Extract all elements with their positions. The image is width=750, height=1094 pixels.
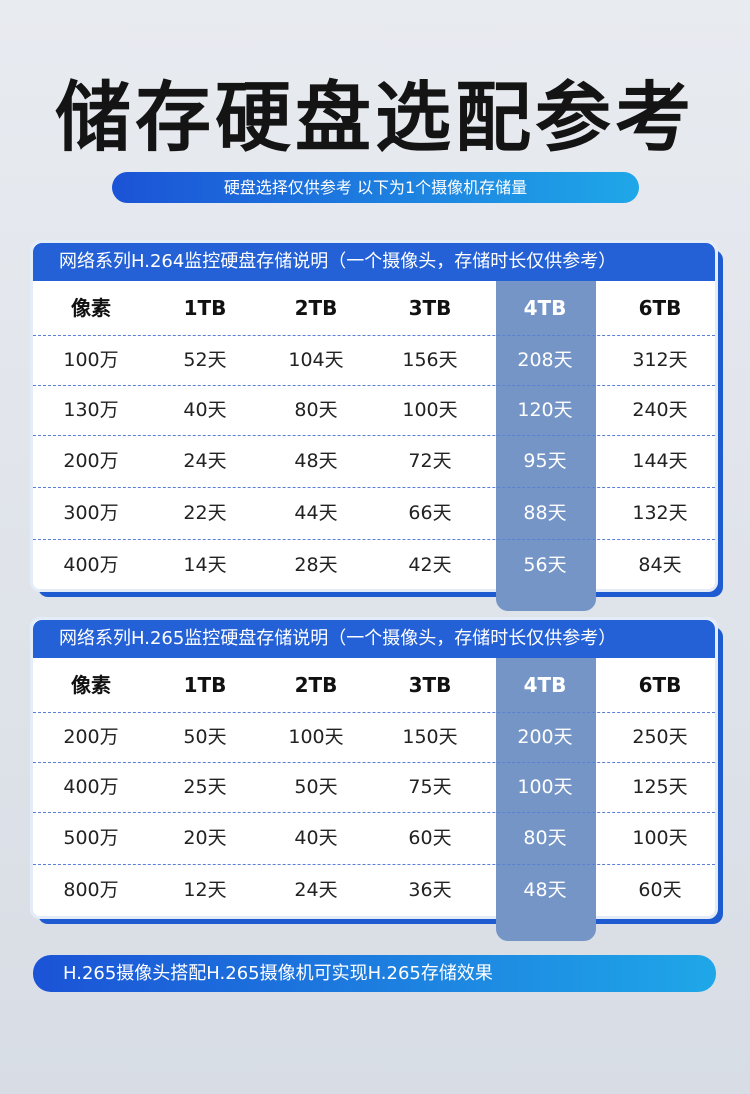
table-header-h265: 网络系列H.265监控硬盘存储说明（一个摄像头，存储时长仅供参考） [33, 620, 715, 658]
table-cell: 25天 [183, 776, 227, 798]
table-cell: 400万 [63, 554, 119, 576]
table-row: 800万 12天 24天 36天 48天 60天 [33, 864, 715, 916]
table-cell: 24天 [294, 879, 338, 901]
table-cell: 88天 [523, 502, 567, 524]
table-cell: 200万 [63, 450, 119, 472]
storage-table-h265: 网络系列H.265监控硬盘存储说明（一个摄像头，存储时长仅供参考） 像素 1TB 2… [30, 617, 718, 941]
table-cell: 240天 [632, 399, 688, 421]
column-header: 像素 [71, 673, 111, 697]
table-cell: 56天 [523, 554, 567, 576]
table-row: 400万 14天 28天 42天 56天 84天 [33, 539, 715, 591]
table-cell: 22天 [183, 502, 227, 524]
table-cell: 130万 [63, 399, 119, 421]
table-header-h264: 网络系列H.264监控硬盘存储说明（一个摄像头，存储时长仅供参考） [33, 243, 715, 281]
page-title: 储存硬盘选配参考 [55, 73, 695, 162]
table-cell: 40天 [183, 399, 227, 421]
table-cell: 14天 [183, 554, 227, 576]
table-cell: 200天 [517, 726, 573, 748]
table-cell: 150天 [402, 726, 458, 748]
table-cell: 300万 [63, 502, 119, 524]
table-cell: 42天 [408, 554, 452, 576]
column-header: 像素 [71, 296, 111, 320]
table-row: 300万 22天 44天 66天 88天 132天 [33, 487, 715, 540]
table-cell: 40天 [294, 827, 338, 849]
table-cell: 50天 [294, 776, 338, 798]
table-cell: 400万 [63, 776, 119, 798]
table-row: 400万 25天 50天 75天 100天 125天 [33, 762, 715, 813]
table-cell: 24天 [183, 450, 227, 472]
table-cell: 156天 [402, 349, 458, 371]
table-cell: 60天 [408, 827, 452, 849]
table-header-row: 像素 1TB 2TB 3TB 4TB 6TB [33, 281, 715, 336]
table-cell: 100天 [288, 726, 344, 748]
table-cell: 12天 [183, 879, 227, 901]
table-cell: 52天 [183, 349, 227, 371]
table-cell: 75天 [408, 776, 452, 798]
table-cell: 80天 [294, 399, 338, 421]
table-cell: 132天 [632, 502, 688, 524]
table-cell: 60天 [638, 879, 682, 901]
table-row: 200万 24天 48天 72天 95天 144天 [33, 435, 715, 488]
column-header: 3TB [408, 673, 452, 697]
table-cell: 100天 [517, 776, 573, 798]
table-cell: 800万 [63, 879, 119, 901]
table-cell: 500万 [63, 827, 119, 849]
table-cell: 84天 [638, 554, 682, 576]
table-header-row: 像素 1TB 2TB 3TB 4TB 6TB [33, 658, 715, 713]
table-cell: 144天 [632, 450, 688, 472]
table-row: 100万 52天 104天 156天 208天 312天 [33, 335, 715, 386]
table-cell: 28天 [294, 554, 338, 576]
storage-table-h264: 网络系列H.264监控硬盘存储说明（一个摄像头，存储时长仅供参考） 像素 1TB 2… [30, 240, 718, 611]
table-cell: 200万 [63, 726, 119, 748]
column-header: 3TB [408, 296, 452, 320]
column-header: 2TB [294, 296, 338, 320]
table-cell: 312天 [632, 349, 688, 371]
table-row: 500万 20天 40天 60天 80天 100天 [33, 812, 715, 865]
subtitle-banner: 硬盘选择仅供参考 以下为1个摄像机存储量 [112, 172, 639, 203]
table-cell: 208天 [517, 349, 573, 371]
table-cell: 250天 [632, 726, 688, 748]
column-header: 1TB [183, 296, 227, 320]
table-cell: 104天 [288, 349, 344, 371]
table-cell: 125天 [632, 776, 688, 798]
table-cell: 80天 [523, 827, 567, 849]
table-cell: 50天 [183, 726, 227, 748]
column-header: 6TB [638, 296, 682, 320]
table-cell: 36天 [408, 879, 452, 901]
column-header: 4TB [523, 673, 567, 697]
table-row: 130万 40天 80天 100天 120天 240天 [33, 385, 715, 436]
column-header: 6TB [638, 673, 682, 697]
table-cell: 100天 [632, 827, 688, 849]
highlight-column-4tb [496, 658, 596, 941]
table-cell: 20天 [183, 827, 227, 849]
table-cell: 66天 [408, 502, 452, 524]
table-cell: 44天 [294, 502, 338, 524]
table-cell: 48天 [294, 450, 338, 472]
table-cell: 72天 [408, 450, 452, 472]
column-header: 2TB [294, 673, 338, 697]
column-header: 4TB [523, 296, 567, 320]
column-header: 1TB [183, 673, 227, 697]
table-row: 200万 50天 100天 150天 200天 250天 [33, 712, 715, 763]
highlight-column-4tb [496, 281, 596, 611]
table-cell: 100天 [402, 399, 458, 421]
footer-banner: H.265摄像头搭配H.265摄像机可实现H.265存储效果 [33, 955, 716, 992]
table-cell: 95天 [523, 450, 567, 472]
table-cell: 100万 [63, 349, 119, 371]
table-cell: 120天 [517, 399, 573, 421]
table-cell: 48天 [523, 879, 567, 901]
